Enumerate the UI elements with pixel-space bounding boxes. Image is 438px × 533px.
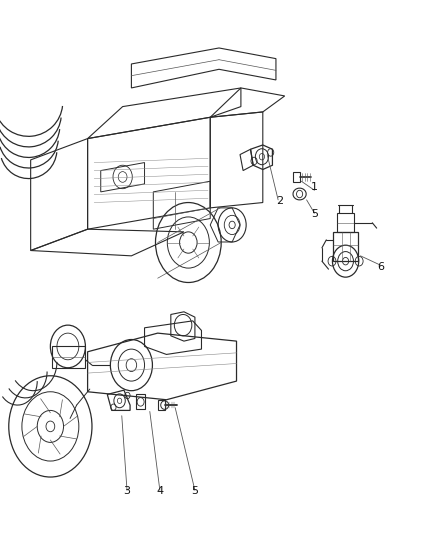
- Text: 6: 6: [378, 262, 385, 271]
- Text: 2: 2: [276, 197, 283, 206]
- Text: 5: 5: [191, 487, 198, 496]
- Text: 1: 1: [311, 182, 318, 191]
- Text: 5: 5: [311, 209, 318, 219]
- Text: 4: 4: [156, 487, 163, 496]
- Text: 3: 3: [124, 487, 131, 496]
